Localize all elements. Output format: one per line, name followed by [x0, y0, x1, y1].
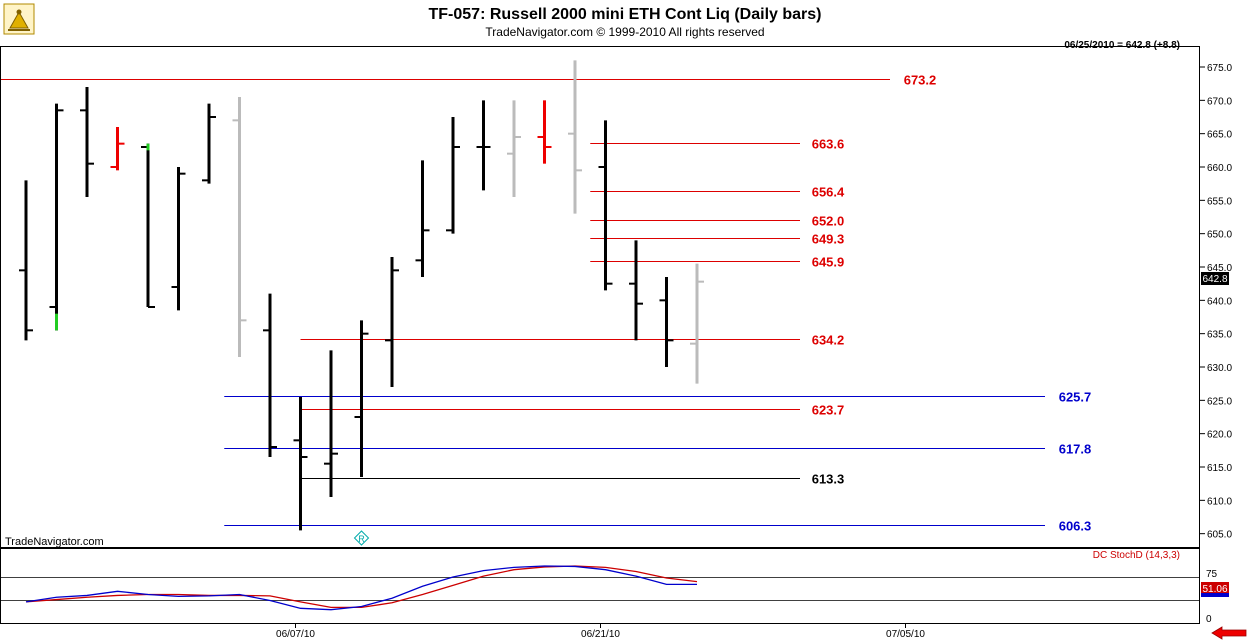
ohlc-bar	[415, 160, 430, 277]
y-tick-label: 635.0	[1207, 330, 1232, 341]
x-tick-label: 07/05/10	[886, 629, 925, 640]
ohlc-bar	[385, 257, 399, 387]
level-label: 673.2	[904, 73, 937, 88]
level-label: 663.6	[812, 137, 845, 152]
ohlc-bar	[659, 277, 674, 367]
r-marker-icon	[353, 530, 370, 546]
y-tick-label: 610.0	[1207, 496, 1232, 507]
y-tick-label: 665.0	[1207, 130, 1232, 141]
watermark: TradeNavigator.com	[5, 536, 104, 548]
ohlc-bar	[232, 97, 247, 357]
y-tick-label: 670.0	[1207, 96, 1232, 107]
ohlc-bar	[568, 60, 582, 214]
ohlc-bar	[354, 320, 369, 477]
y-axis: 605.0 610.0 615.0 620.0 625.0 630.0 635.0 640.0…	[1200, 63, 1232, 541]
ohlc-bar	[49, 103, 64, 331]
ohlc-bar	[263, 293, 277, 457]
ohlc-bar	[598, 120, 613, 291]
y-tick-label: 630.0	[1207, 363, 1232, 374]
marker-symbol: R	[358, 534, 365, 544]
y-tick-label: 620.0	[1207, 430, 1232, 441]
y-tick-label: 650.0	[1207, 230, 1232, 241]
level-lines: 673.2 663.6 656.4 652.0 649.3 645.9 634.2 625.7…	[1, 73, 1091, 534]
x-axis: 06/07/10 06/21/10 07/05/10	[276, 624, 925, 640]
x-tick-label: 06/07/10	[276, 629, 315, 640]
level-label: 649.3	[812, 232, 845, 247]
current-price-box: 642.8	[1201, 272, 1229, 285]
last-price-info: 06/25/2010 = 642.8 (+8.8)	[1064, 40, 1180, 51]
red-left-arrow-icon[interactable]	[1211, 626, 1247, 640]
ohlc-bar	[476, 100, 491, 191]
level-label: 652.0	[812, 214, 845, 229]
current-price-label: 642.8	[1202, 274, 1227, 285]
level-label: 645.9	[812, 255, 845, 270]
level-label: 606.3	[1059, 519, 1092, 534]
ohlc-bar	[690, 263, 704, 384]
chart-subtitle: TradeNavigator.com © 1999-2010 All right…	[485, 25, 764, 39]
ohlc-bar	[446, 117, 460, 234]
marker-group: R	[353, 530, 370, 546]
level-label: 623.7	[812, 403, 845, 418]
indicator-group	[1, 565, 1199, 611]
y-tick-label: 660.0	[1207, 163, 1232, 174]
y-tick-label: 675.0	[1207, 63, 1232, 74]
indicator-panel-frame	[0, 548, 1200, 624]
ohlc-bar	[19, 180, 33, 341]
indicator-value-label: 51.06	[1202, 584, 1227, 595]
y-tick-label: 655.0	[1207, 196, 1232, 207]
price-panel-frame	[0, 46, 1200, 548]
indicator-value-box: 51.06	[1201, 582, 1229, 597]
stoch-slow-line	[25, 565, 698, 609]
ohlc-bar	[110, 127, 125, 171]
chart-title: TF-057: Russell 2000 mini ETH Cont Liq (…	[429, 6, 822, 23]
price-bars	[19, 60, 704, 531]
ohlc-bar	[629, 240, 643, 341]
y-tick-label: 605.0	[1207, 530, 1232, 541]
ohlc-bar	[202, 103, 216, 184]
ohlc-bar	[171, 167, 186, 311]
indicator-zero-label: 0	[1206, 614, 1212, 625]
x-tick-label: 06/21/10	[581, 629, 620, 640]
level-label: 625.7	[1059, 390, 1092, 405]
y-tick-label: 625.0	[1207, 396, 1232, 407]
trade-navigator-logo-icon	[3, 3, 35, 35]
ohlc-bar	[80, 87, 94, 197]
y-tick-label: 615.0	[1207, 463, 1232, 474]
ohlc-bar	[507, 100, 521, 197]
indicator-level-label: 75	[1206, 569, 1218, 580]
level-label: 617.8	[1059, 442, 1092, 457]
ohlc-bar	[141, 143, 155, 308]
y-tick-label: 640.0	[1207, 296, 1232, 307]
stoch-fast-line	[25, 565, 697, 611]
ohlc-bar	[537, 100, 552, 164]
indicator-name: DC StochD (14,3,3)	[1093, 550, 1180, 561]
level-label: 613.3	[812, 472, 845, 487]
y-tick-label: 645.0	[1207, 263, 1232, 274]
level-label: 656.4	[812, 185, 845, 200]
ohlc-bar	[293, 397, 308, 531]
ohlc-bar	[324, 350, 338, 497]
level-label: 634.2	[812, 333, 845, 348]
